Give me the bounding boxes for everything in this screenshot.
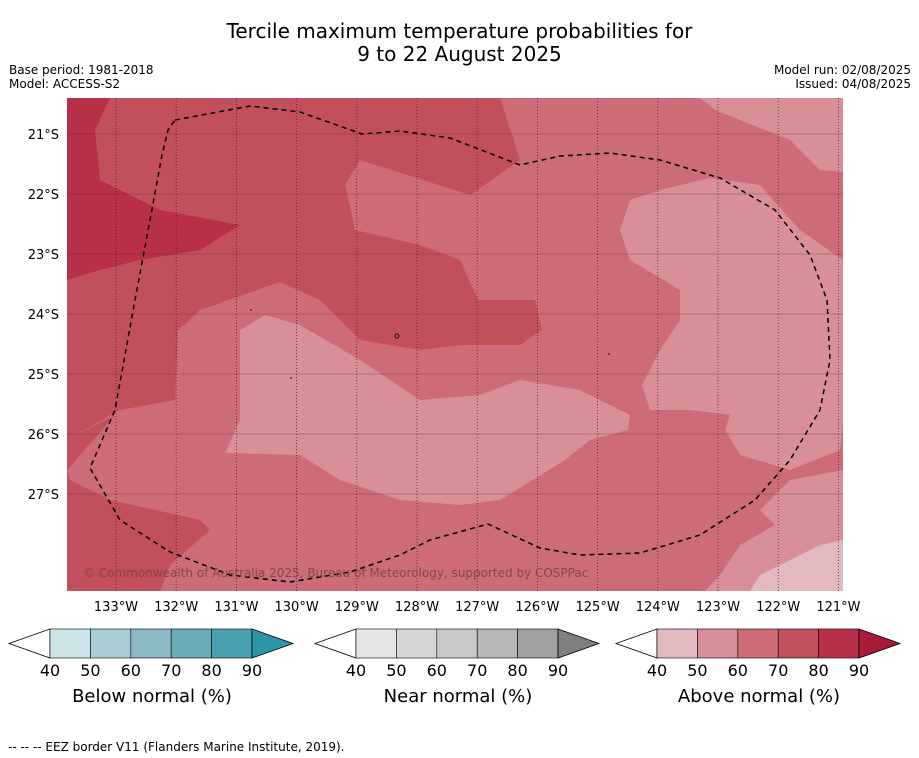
region-40: [750, 540, 843, 591]
colorbar-tick: 50: [386, 661, 406, 680]
colorbar-swatch: [49, 628, 91, 659]
colorbar-swatch: [436, 628, 478, 659]
lon-label: 126°W: [515, 600, 559, 615]
region-70: [67, 98, 843, 440]
meta-right: Model run: 02/08/2025 Issued: 04/08/2025: [774, 63, 911, 91]
lon-label: 131°W: [214, 600, 258, 615]
base-period: Base period: 1981-2018: [9, 63, 154, 77]
colorbar-extend-low: [614, 628, 658, 659]
colorbar-swatch: [211, 628, 253, 659]
colorbar-swatch: [656, 628, 698, 659]
lon-label: 123°W: [696, 600, 740, 615]
region-50-ne: [700, 98, 843, 172]
lon-label: 127°W: [455, 600, 499, 615]
colorbar-swatch: [737, 628, 779, 659]
colorbar: 40 50 60 70 80 90: [614, 628, 902, 680]
colorbar-swatch: [90, 628, 132, 659]
colorbar-swatch: [170, 628, 212, 659]
colorbar: 40 50 60 70 80 90: [7, 628, 295, 680]
region-70-sw: [67, 470, 210, 591]
colorbar-extend-high: [858, 628, 902, 659]
issued-date: Issued: 04/08/2025: [795, 77, 911, 91]
lon-label: 130°W: [275, 600, 319, 615]
colorbar-swatch: [130, 628, 172, 659]
colorbar-tick: 50: [687, 661, 707, 680]
map-shading: [67, 98, 843, 591]
lat-label: 22°S: [28, 188, 59, 203]
region-50-east: [620, 178, 843, 470]
colorbar-tick: 70: [467, 661, 487, 680]
region-50-central: [225, 315, 630, 505]
model-run: Model run: 02/08/2025: [773, 63, 911, 77]
colorbar-tick: 80: [808, 661, 828, 680]
colorbar-extend-low: [7, 628, 51, 659]
colorbar-tick: 40: [40, 661, 60, 680]
latitude-labels: 21°S 22°S 23°S 24°S 25°S 26°S 27°S: [28, 128, 59, 503]
colorbar-swatch: [818, 628, 860, 659]
colorbar-tick: 90: [548, 661, 568, 680]
colorbar-swatch: [697, 628, 739, 659]
chart-title-line1: Tercile maximum temperature probabilitie…: [226, 19, 693, 43]
region-70-b: [67, 415, 115, 470]
colorbars: 40 50 60 70 80 90 40 50 60 70 80 90 40 50 60 70 80 90: [7, 628, 902, 680]
colorbar-extend-low: [313, 628, 357, 659]
colorbar-title-below: Below normal (%): [72, 686, 232, 707]
lat-label: 26°S: [28, 428, 59, 443]
lat-label: 21°S: [28, 128, 59, 143]
colorbar-swatch: [355, 628, 397, 659]
chart-title-line2: 9 to 22 August 2025: [357, 42, 562, 66]
eez-legend-note: -- -- -- EEZ border V11 (Flanders Marine…: [8, 740, 345, 754]
colorbar-tick: 60: [728, 661, 748, 680]
island-marker: [250, 309, 252, 311]
colorbar-extend-high: [557, 628, 601, 659]
lat-label: 24°S: [28, 308, 59, 323]
lon-label: 125°W: [576, 600, 620, 615]
colorbar-tick: 80: [201, 661, 221, 680]
colorbar-title-above: Above normal (%): [677, 686, 841, 707]
island-marker: [290, 377, 292, 379]
lon-label: 124°W: [636, 600, 680, 615]
colorbar: 40 50 60 70 80 90: [313, 628, 601, 680]
colorbar-tick: 60: [427, 661, 447, 680]
colorbar-tick: 60: [121, 661, 141, 680]
copyright-text: © Commonwealth of Australia 2025, Bureau…: [83, 566, 588, 580]
lat-label: 25°S: [28, 368, 59, 383]
lon-label: 129°W: [335, 600, 379, 615]
colorbar-tick: 40: [647, 661, 667, 680]
lon-label: 121°W: [816, 600, 860, 615]
lon-label: 132°W: [154, 600, 198, 615]
colorbar-swatch: [517, 628, 559, 659]
lon-label: 133°W: [94, 600, 138, 615]
model-name: Model: ACCESS-S2: [9, 77, 121, 91]
colorbar-swatch: [476, 628, 518, 659]
gridlines: [67, 98, 843, 591]
colorbar-tick: 80: [507, 661, 527, 680]
colorbar-tick: 70: [161, 661, 181, 680]
colorbar-tick: 50: [80, 661, 100, 680]
lat-label: 27°S: [28, 488, 59, 503]
lon-label: 128°W: [395, 600, 439, 615]
island-marker: [608, 353, 610, 355]
colorbar-swatch: [396, 628, 438, 659]
colorbar-tick: 70: [768, 661, 788, 680]
region-80: [67, 98, 240, 280]
colorbar-tick: 90: [242, 661, 262, 680]
colorbar-extend-high: [251, 628, 295, 659]
longitude-labels: 133°W 132°W 131°W 130°W 129°W 128°W 127°W 126°W…: [94, 600, 861, 615]
lat-label: 23°S: [28, 248, 59, 263]
colorbar-title-near: Near normal (%): [383, 686, 533, 707]
lon-label: 122°W: [756, 600, 800, 615]
colorbar-swatch: [777, 628, 819, 659]
island-marker: [394, 333, 400, 339]
meta-left: Base period: 1981-2018 Model: ACCESS-S2: [9, 63, 154, 91]
colorbar-tick: 40: [346, 661, 366, 680]
colorbar-tick: 90: [849, 661, 869, 680]
